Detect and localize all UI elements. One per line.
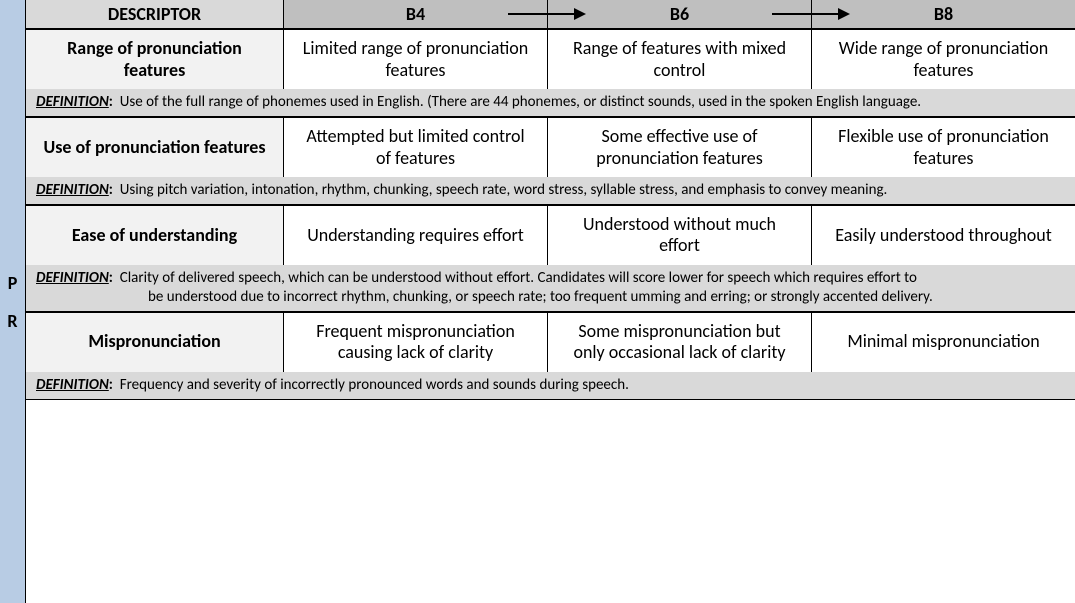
level-cell-b6: Range of features with mixed control [548, 30, 812, 89]
descriptor-cell: Mispronunciation [26, 313, 284, 372]
header-descriptor: DESCRIPTOR [26, 0, 284, 28]
definition-row: DEFINITION: Use of the full range of pho… [26, 89, 1075, 116]
sidebar-letter: R [7, 310, 17, 332]
level-cell-b6: Some mispronunciation but only occasiona… [548, 313, 812, 372]
arrow-icon [508, 8, 586, 20]
sidebar-letter: P [8, 272, 18, 294]
definition-text: Use of the full range of phonemes used i… [120, 93, 921, 111]
definition-label: DEFINITION [36, 93, 109, 111]
header-level-b8: B8 [812, 0, 1075, 28]
rubric-section: Ease of understanding Understanding requ… [26, 206, 1075, 313]
definition-label: DEFINITION [36, 181, 109, 199]
rubric-row: Ease of understanding Understanding requ… [26, 206, 1075, 265]
definition-row: DEFINITION: Clarity of delivered speech,… [26, 265, 1075, 311]
rubric-section: Range of pronunciation features Limited … [26, 30, 1075, 118]
definition-label: DEFINITION [36, 269, 109, 287]
definition-text: Frequency and severity of incorrectly pr… [120, 376, 629, 394]
level-cell-b4: Frequent mispronunciation causing lack o… [284, 313, 548, 372]
level-cell-b8: Minimal mispronunciation [812, 313, 1075, 372]
definition-row: DEFINITION: Frequency and severity of in… [26, 372, 1075, 399]
rubric-table: P R DESCRIPTOR B4 B6 B8 Range of pronunc… [0, 0, 1075, 603]
header-row: DESCRIPTOR B4 B6 B8 [26, 0, 1075, 30]
category-sidebar: P R [0, 0, 26, 603]
rubric-row: Use of pronunciation features Attempted … [26, 118, 1075, 177]
header-level-label: B8 [934, 3, 953, 25]
descriptor-cell: Range of pronunciation features [26, 30, 284, 89]
level-cell-b4: Understanding requires effort [284, 206, 548, 265]
level-cell-b4: Limited range of pronunciation features [284, 30, 548, 89]
rubric-main: DESCRIPTOR B4 B6 B8 Range of pronunciati… [26, 0, 1075, 603]
level-cell-b8: Wide range of pronunciation features [812, 30, 1075, 89]
header-level-label: B6 [670, 3, 689, 25]
descriptor-cell: Ease of understanding [26, 206, 284, 265]
rubric-row: Range of pronunciation features Limited … [26, 30, 1075, 89]
definition-row: DEFINITION: Using pitch variation, inton… [26, 177, 1075, 204]
definition-text: Using pitch variation, intonation, rhyth… [120, 181, 888, 199]
level-cell-b8: Easily understood throughout [812, 206, 1075, 265]
definition-text: Clarity of delivered speech, which can b… [120, 269, 917, 287]
level-cell-b6: Understood without much effort [548, 206, 812, 265]
level-cell-b6: Some effective use of pronunciation feat… [548, 118, 812, 177]
header-level-label: B4 [406, 3, 425, 25]
level-cell-b4: Attempted but limited control of feature… [284, 118, 548, 177]
definition-text-line2: be understood due to incorrect rhythm, c… [36, 288, 1065, 307]
rubric-section: Use of pronunciation features Attempted … [26, 118, 1075, 206]
level-cell-b8: Flexible use of pronunciation features [812, 118, 1075, 177]
rubric-section: Mispronunciation Frequent mispronunciati… [26, 313, 1075, 400]
arrow-icon [772, 8, 850, 20]
rubric-row: Mispronunciation Frequent mispronunciati… [26, 313, 1075, 372]
definition-label: DEFINITION [36, 376, 109, 394]
descriptor-cell: Use of pronunciation features [26, 118, 284, 177]
